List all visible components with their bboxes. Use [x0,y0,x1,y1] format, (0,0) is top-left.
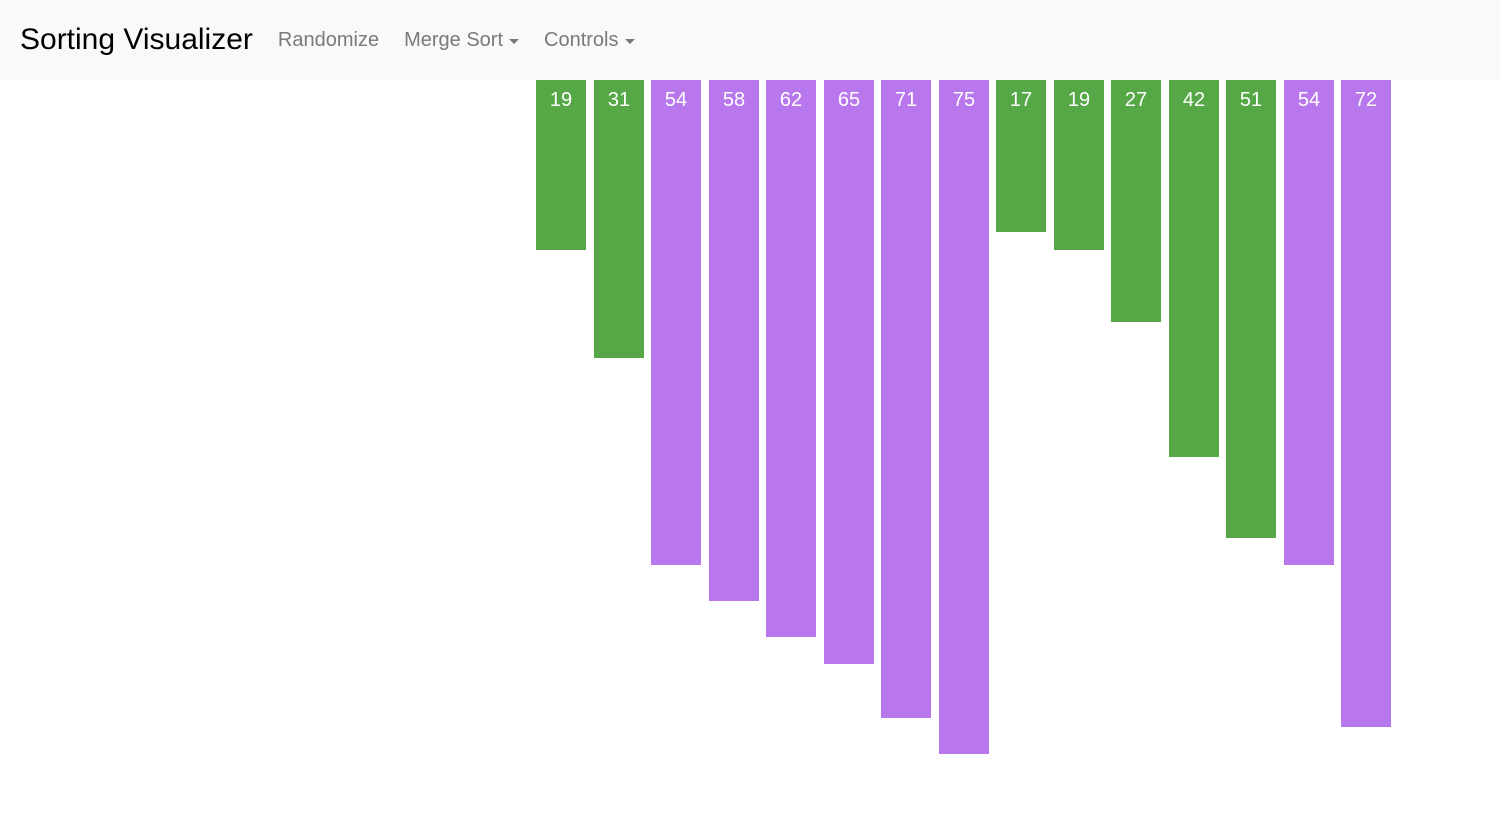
array-bar: 54 [1284,80,1334,565]
bar-value-label: 54 [1297,89,1321,111]
algorithm-dropdown-label: Merge Sort [404,28,504,51]
randomize-label: Randomize [277,28,380,51]
bar-value-label: 72 [1354,89,1378,111]
array-bar: 42 [1169,80,1219,457]
array-bar: 71 [881,80,931,718]
bars-container: 19 31 54 58 62 65 71 75 17 19 27 42 51 54 72 [0,80,1500,836]
controls-dropdown-label: Controls [544,28,619,51]
bar-value-label: 19 [549,89,573,111]
caret-down-icon [624,38,635,44]
bar-value-label: 58 [722,89,746,111]
array-bar: 62 [766,80,816,637]
brand-title[interactable]: Sorting Visualizer [20,23,253,56]
array-bar: 72 [1341,80,1391,727]
array-bar: 19 [536,80,586,250]
bar-value-label: 62 [779,89,803,111]
bar-value-label: 42 [1182,89,1206,111]
bar-value-label: 75 [952,89,976,111]
navbar: Sorting Visualizer Randomize Merge Sort … [0,0,1500,80]
bar-value-label: 71 [894,89,918,111]
array-bar: 51 [1226,80,1276,538]
caret-down-icon [509,38,520,44]
randomize-button[interactable]: Randomize [278,29,379,52]
bar-value-label: 17 [1009,89,1033,111]
bar-value-label: 27 [1124,89,1148,111]
array-bar: 31 [594,80,644,358]
array-bar: 75 [939,80,989,754]
bar-value-label: 31 [607,89,631,111]
bar-value-label: 65 [837,89,861,111]
array-bar: 17 [996,80,1046,232]
bar-value-label: 19 [1067,89,1091,111]
array-bar: 19 [1054,80,1104,250]
algorithm-dropdown[interactable]: Merge Sort [404,28,520,52]
array-bar: 58 [709,80,759,601]
array-bar: 27 [1111,80,1161,322]
array-bar: 54 [651,80,701,565]
array-bar: 65 [824,80,874,664]
controls-dropdown[interactable]: Controls [544,28,635,52]
bar-value-label: 54 [664,89,688,111]
bar-value-label: 51 [1239,89,1263,111]
